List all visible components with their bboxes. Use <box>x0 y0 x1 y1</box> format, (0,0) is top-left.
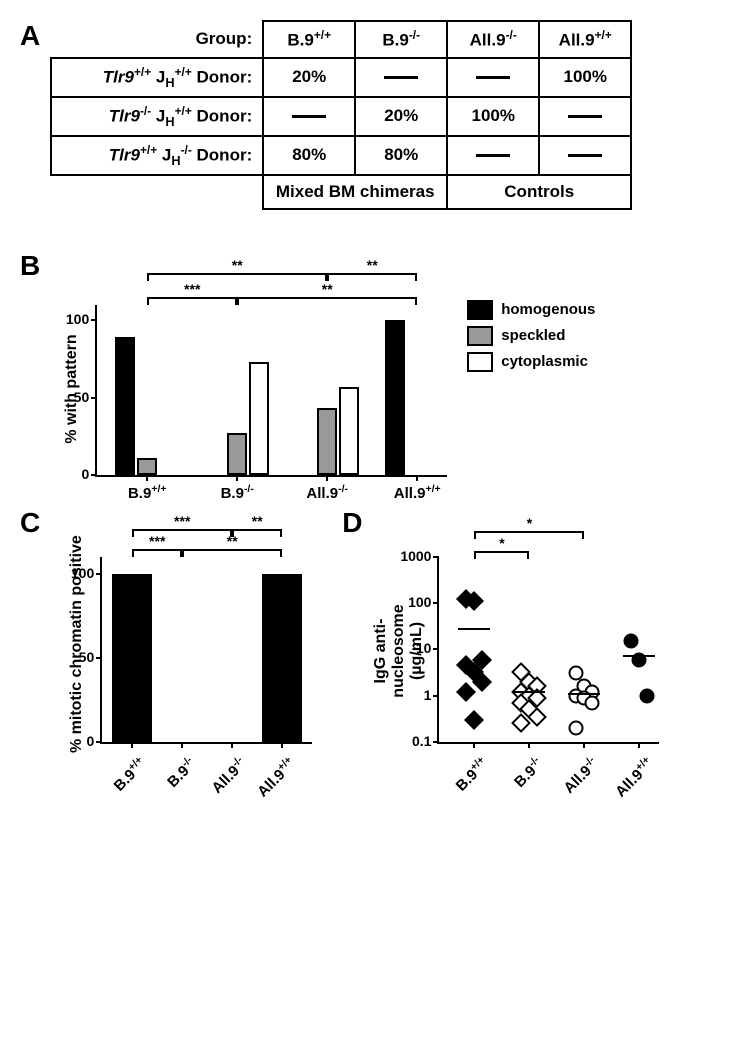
bar <box>339 387 359 475</box>
pattern-chart: 050100% with patternB.9+/+B.9-/-All.9-/-… <box>95 305 447 477</box>
bar <box>137 458 157 475</box>
panel-d-label: D <box>342 507 362 539</box>
bar <box>115 337 135 475</box>
nucleosome-chart: 0.11101001000IgG anti-nucleosome(µg/mL)B… <box>437 557 659 744</box>
mitotic-plot: 050100% mitotic chromatin positiveB.9+/+… <box>100 557 312 744</box>
mitotic-chart: 050100% mitotic chromatin positiveB.9+/+… <box>100 557 312 744</box>
panel-cd-row: C 050100% mitotic chromatin positiveB.9+… <box>20 507 722 744</box>
panel-a: A Group:B.9+/+B.9-/-All.9-/-All.9+/+Tlr9… <box>20 20 722 210</box>
bar <box>249 362 269 475</box>
bar <box>317 408 337 474</box>
panel-b-label: B <box>20 250 40 282</box>
nucleosome-plot: 0.11101001000IgG anti-nucleosome(µg/mL)B… <box>437 557 659 744</box>
bar <box>227 433 247 475</box>
pattern-plot: 050100% with patternB.9+/+B.9-/-All.9-/-… <box>95 305 447 477</box>
panel-b: B 050100% with patternB.9+/+B.9-/-All.9-… <box>20 250 722 477</box>
chimera-table: Group:B.9+/+B.9-/-All.9-/-All.9+/+Tlr9+/… <box>50 20 632 210</box>
bar <box>385 320 405 475</box>
pattern-legend: homogenousspeckledcytoplasmic <box>467 300 595 378</box>
panel-a-label: A <box>20 20 40 52</box>
panel-c-label: C <box>20 507 40 539</box>
